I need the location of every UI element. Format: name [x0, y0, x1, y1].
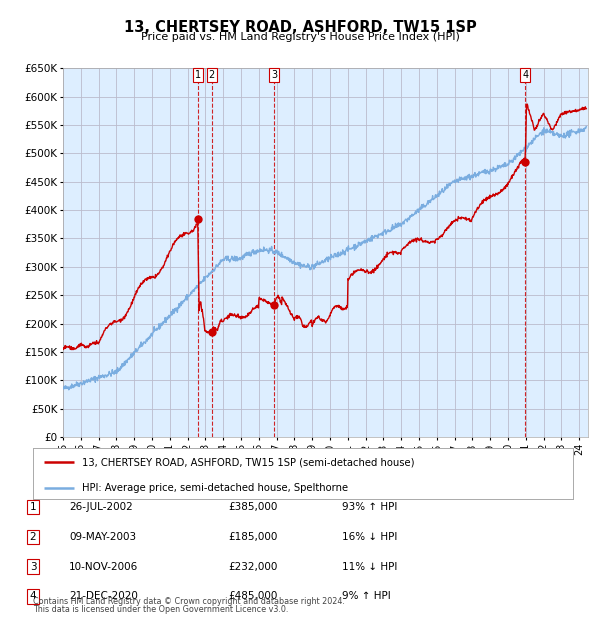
Text: 2: 2 [29, 532, 37, 542]
Text: 10-NOV-2006: 10-NOV-2006 [69, 562, 138, 572]
Text: 3: 3 [271, 70, 277, 80]
Text: This data is licensed under the Open Government Licence v3.0.: This data is licensed under the Open Gov… [33, 604, 289, 614]
Text: 3: 3 [29, 562, 37, 572]
Text: Contains HM Land Registry data © Crown copyright and database right 2024.: Contains HM Land Registry data © Crown c… [33, 597, 345, 606]
Text: £185,000: £185,000 [228, 532, 277, 542]
Text: 2: 2 [209, 70, 215, 80]
Text: 1: 1 [194, 70, 201, 80]
Text: £232,000: £232,000 [228, 562, 277, 572]
Text: HPI: Average price, semi-detached house, Spelthorne: HPI: Average price, semi-detached house,… [82, 483, 348, 493]
Text: 11% ↓ HPI: 11% ↓ HPI [342, 562, 397, 572]
Text: 13, CHERTSEY ROAD, ASHFORD, TW15 1SP: 13, CHERTSEY ROAD, ASHFORD, TW15 1SP [124, 20, 476, 35]
Text: 26-JUL-2002: 26-JUL-2002 [69, 502, 133, 512]
Text: 4: 4 [522, 70, 528, 80]
Text: £385,000: £385,000 [228, 502, 277, 512]
Text: Price paid vs. HM Land Registry's House Price Index (HPI): Price paid vs. HM Land Registry's House … [140, 32, 460, 42]
Text: 21-DEC-2020: 21-DEC-2020 [69, 591, 138, 601]
Text: 13, CHERTSEY ROAD, ASHFORD, TW15 1SP (semi-detached house): 13, CHERTSEY ROAD, ASHFORD, TW15 1SP (se… [82, 458, 414, 467]
Text: 93% ↑ HPI: 93% ↑ HPI [342, 502, 397, 512]
Text: 09-MAY-2003: 09-MAY-2003 [69, 532, 136, 542]
Text: 1: 1 [29, 502, 37, 512]
Text: 16% ↓ HPI: 16% ↓ HPI [342, 532, 397, 542]
Text: £485,000: £485,000 [228, 591, 277, 601]
Text: 4: 4 [29, 591, 37, 601]
Text: 9% ↑ HPI: 9% ↑ HPI [342, 591, 391, 601]
